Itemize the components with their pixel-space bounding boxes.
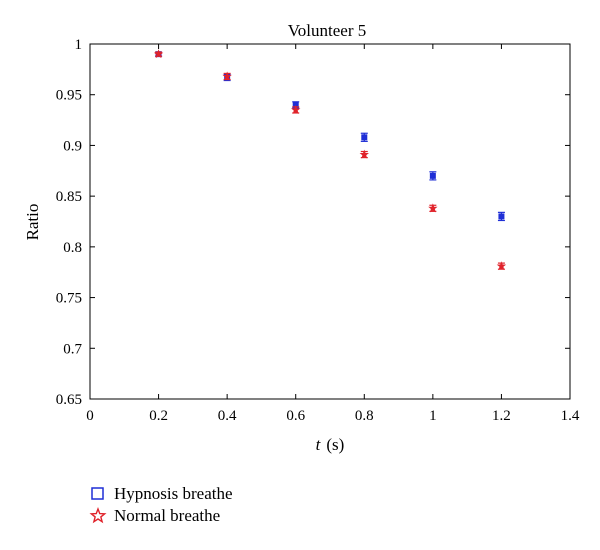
star-marker-icon bbox=[88, 505, 110, 527]
y-tick-label: 0.95 bbox=[56, 88, 82, 104]
x-axis: 0 0.2 0.4 0.6 0.8 1 1.2 1.4 bbox=[86, 44, 580, 424]
x-tick-label: 1 bbox=[429, 408, 437, 424]
data-point bbox=[222, 71, 232, 81]
x-tick-label: 1.4 bbox=[561, 408, 580, 424]
y-tick-label: 0.65 bbox=[56, 392, 82, 408]
x-axis-label: t (s) bbox=[316, 435, 345, 454]
data-points bbox=[153, 49, 507, 271]
data-point bbox=[429, 172, 436, 179]
plot-frame bbox=[89, 43, 571, 400]
y-axis-label: Ratio bbox=[23, 204, 42, 241]
legend-item-normal: Normal breathe bbox=[88, 505, 233, 527]
x-tick-label: 0.8 bbox=[355, 408, 374, 424]
y-axis: 0.65 0.7 0.75 0.8 0.85 0.9 0.95 1 bbox=[56, 37, 570, 408]
x-tick-label: 0 bbox=[86, 408, 94, 424]
data-point bbox=[496, 261, 507, 271]
data-point bbox=[291, 104, 301, 114]
x-tick-label: 1.2 bbox=[492, 408, 511, 424]
data-point bbox=[153, 49, 164, 59]
legend: Hypnosis breathe Normal breathe bbox=[88, 483, 233, 527]
data-point bbox=[428, 203, 438, 213]
legend-label-normal: Normal breathe bbox=[114, 506, 221, 525]
data-point bbox=[361, 134, 368, 141]
series-hypnosis bbox=[155, 51, 505, 222]
y-tick-label: 0.9 bbox=[63, 138, 82, 154]
legend-label-hypnosis: Hypnosis breathe bbox=[114, 484, 233, 503]
y-tick-label: 0.7 bbox=[63, 341, 82, 357]
y-tick-label: 1 bbox=[75, 37, 83, 53]
chart-title: Volunteer 5 bbox=[288, 21, 367, 40]
y-tick-label: 0.75 bbox=[56, 291, 82, 307]
series-normal bbox=[153, 49, 507, 271]
data-point bbox=[498, 213, 505, 220]
y-tick-label: 0.8 bbox=[63, 240, 82, 256]
x-tick-label: 0.6 bbox=[286, 408, 305, 424]
x-tick-label: 0.4 bbox=[218, 408, 237, 424]
data-point bbox=[359, 149, 369, 159]
x-tick-label: 0.2 bbox=[149, 408, 168, 424]
legend-item-hypnosis: Hypnosis breathe bbox=[88, 483, 233, 505]
y-tick-label: 0.85 bbox=[56, 189, 82, 205]
chart-svg: Volunteer 5 0 0.2 0.4 0.6 0.8 1 1.2 1.4 0.65 0.7… bbox=[23, 21, 580, 454]
square-marker-icon bbox=[88, 483, 110, 505]
